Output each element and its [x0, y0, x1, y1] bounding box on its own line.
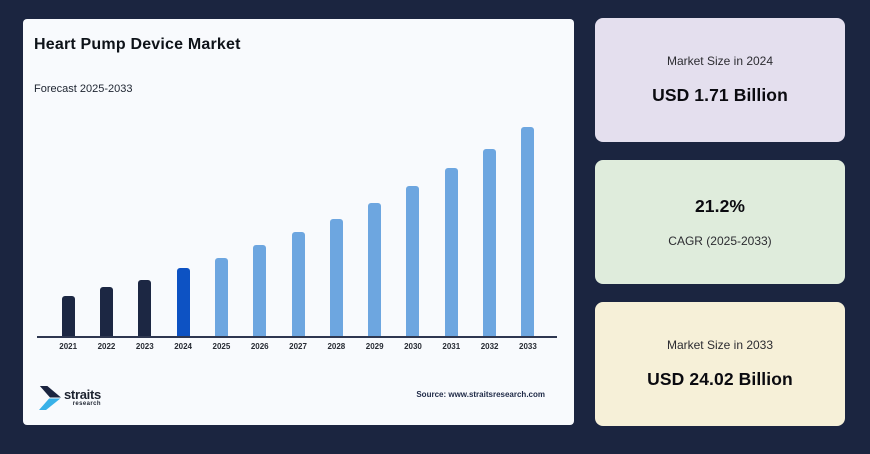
- x-label-2021: 2021: [59, 342, 78, 351]
- bar-2033: [521, 127, 535, 336]
- bar-2025: [214, 258, 228, 336]
- x-label-2031: 2031: [442, 342, 461, 351]
- stat-card-label: Market Size in 2024: [666, 54, 774, 68]
- x-label-2028: 2028: [327, 342, 346, 351]
- x-axis-line: [37, 336, 557, 338]
- stat-card-3: Market Size in 2033 USD 24.02 Billion: [595, 302, 845, 426]
- bar-cell-2021: [49, 124, 87, 336]
- x-label-2022: 2022: [97, 342, 116, 351]
- bar-2031: [444, 168, 458, 336]
- bar-cell-2026: [241, 124, 279, 336]
- bar-chart: 2021 2022 2023 2024 2025 2026 2027 2028 2029 2030…: [23, 19, 574, 425]
- chart-subtitle: Forecast 2025-2033: [34, 83, 133, 95]
- straits-arrow-icon: [39, 386, 61, 410]
- stat-card-value: USD 1.71 Billion: [652, 85, 788, 105]
- bar-cell-2025: [202, 124, 240, 336]
- bar-2022: [99, 287, 113, 336]
- stat-card-value: USD 24.02 Billion: [647, 369, 793, 389]
- stat-card-label: Market Size in 2033: [666, 338, 774, 352]
- x-label-2029: 2029: [365, 342, 384, 351]
- stats-column: Market Size in 2024 USD 1.71 Billion 21.2%…: [595, 18, 845, 426]
- bar-2028: [329, 219, 343, 336]
- bar-2030: [406, 186, 420, 336]
- bar-cell-2022: [87, 124, 125, 336]
- x-label-2027: 2027: [289, 342, 307, 351]
- logo-subname: research: [72, 401, 101, 407]
- bars-row: [49, 124, 547, 336]
- bar-cell-2023: [126, 124, 164, 336]
- stat-card-1: Market Size in 2024 USD 1.71 Billion: [595, 18, 845, 142]
- stat-card-value: 21.2%: [694, 196, 746, 216]
- bar-2021: [61, 296, 75, 336]
- x-axis-labels: 2021 2022 2023 2024 2025 2026 2027 2028 2029 2030…: [49, 342, 547, 351]
- logo-name: straits: [64, 387, 101, 402]
- bar-cell-2024: [164, 124, 202, 336]
- bar-cell-2027: [279, 124, 317, 336]
- x-label-2033: 2033: [519, 342, 537, 351]
- bar-cell-2029: [356, 124, 394, 336]
- bar-cell-2033: [509, 124, 547, 336]
- source-text: Source: www.straitsresearch.com: [416, 390, 545, 399]
- bar-2027: [291, 232, 305, 336]
- stat-card-label: CAGR (2025-2033): [668, 234, 772, 248]
- bar-2029: [368, 203, 382, 336]
- x-label-2030: 2030: [404, 342, 422, 351]
- x-label-2032: 2032: [480, 342, 499, 351]
- bar-cell-2028: [317, 124, 355, 336]
- bar-2032: [483, 149, 497, 336]
- bar-2024: [176, 268, 190, 336]
- chart-panel: Heart Pump Device Market Forecast 2025-2…: [23, 19, 574, 425]
- x-label-2024: 2024: [174, 342, 192, 351]
- bar-cell-2031: [432, 124, 470, 336]
- chart-title: Heart Pump Device Market: [34, 36, 241, 53]
- stat-card-2: 21.2% CAGR (2025-2033): [595, 160, 845, 284]
- x-label-2023: 2023: [135, 342, 154, 351]
- bar-2026: [253, 245, 267, 336]
- bar-cell-2032: [470, 124, 508, 336]
- x-label-2025: 2025: [212, 342, 231, 351]
- straits-research-logo: straits research: [39, 386, 101, 410]
- bar-cell-2030: [394, 124, 432, 336]
- bar-2023: [138, 280, 152, 336]
- logo-text: straits research: [64, 388, 101, 408]
- x-label-2026: 2026: [250, 342, 269, 351]
